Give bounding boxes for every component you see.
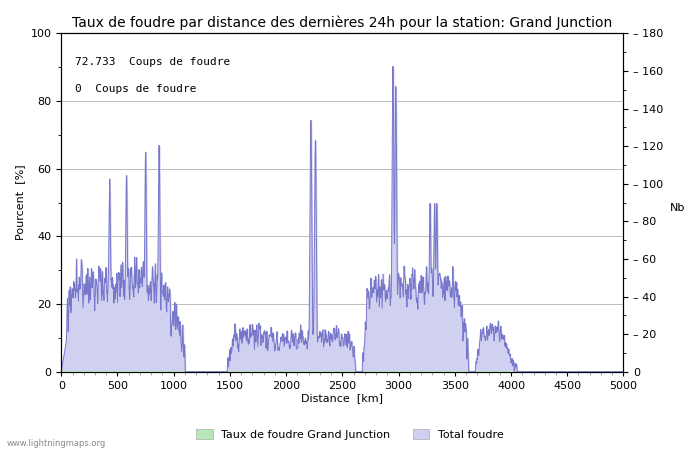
Text: 0  Coups de foudre: 0 Coups de foudre bbox=[76, 84, 197, 94]
Title: Taux de foudre par distance des dernières 24h pour la station: Grand Junction: Taux de foudre par distance des dernière… bbox=[72, 15, 612, 30]
Text: www.lightningmaps.org: www.lightningmaps.org bbox=[7, 439, 106, 448]
Legend: Taux de foudre Grand Junction, Total foudre: Taux de foudre Grand Junction, Total fou… bbox=[192, 425, 508, 445]
X-axis label: Distance  [km]: Distance [km] bbox=[302, 393, 384, 404]
Y-axis label: Nb: Nb bbox=[670, 202, 685, 212]
Y-axis label: Pourcent  [%]: Pourcent [%] bbox=[15, 165, 25, 240]
Text: 72.733  Coups de foudre: 72.733 Coups de foudre bbox=[76, 57, 230, 67]
